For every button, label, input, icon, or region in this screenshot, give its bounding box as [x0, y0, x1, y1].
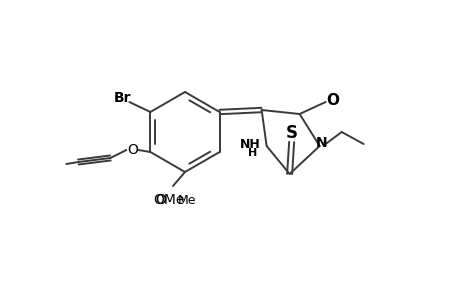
- Text: Br: Br: [113, 91, 131, 105]
- Text: NH: NH: [240, 137, 260, 151]
- Text: S: S: [285, 124, 297, 142]
- Text: O: O: [127, 143, 138, 157]
- Text: Me: Me: [178, 194, 196, 206]
- Text: OMe: OMe: [153, 193, 184, 207]
- Text: O: O: [325, 92, 338, 107]
- Text: H: H: [247, 148, 257, 158]
- Text: N: N: [315, 136, 327, 150]
- Text: O: O: [155, 193, 166, 207]
